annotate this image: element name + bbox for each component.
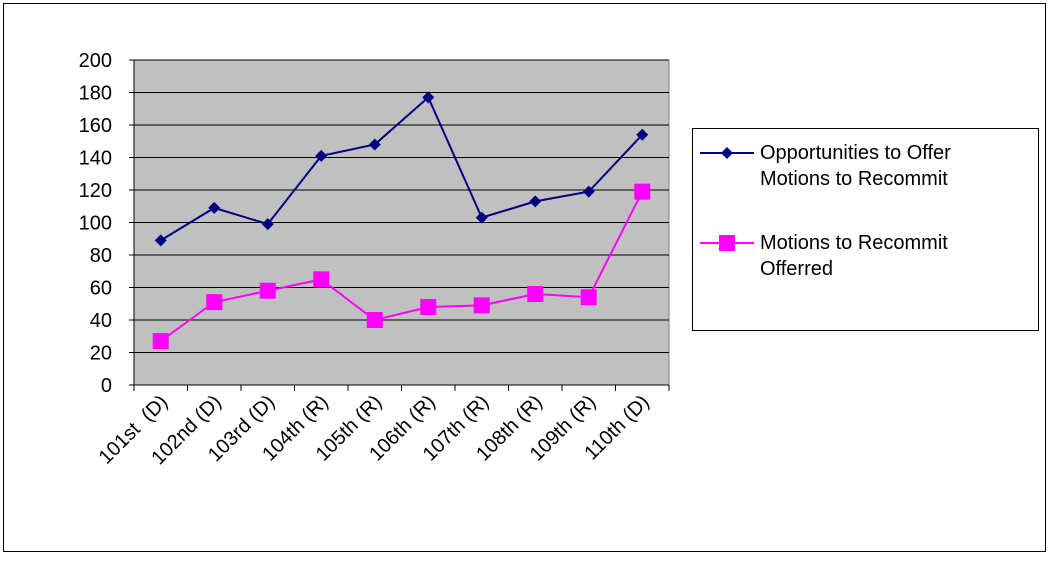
y-tick-label: 60 [90,278,112,300]
marker [366,312,383,328]
marker [208,201,221,214]
marker [315,149,328,162]
marker [580,289,597,306]
y-tick-label: 180 [79,83,112,105]
marker [206,294,223,311]
legend-marker [721,147,733,159]
y-tick-label: 140 [79,148,112,170]
marker [259,282,276,299]
y-tick-label: 0 [101,375,112,397]
series-line [160,95,643,242]
marker [636,128,649,141]
marker [634,183,651,200]
marker [154,234,167,247]
legend-marker [719,235,735,251]
marker [475,211,488,224]
series-line [160,191,644,342]
marker [420,299,437,315]
y-tick-label: 200 [79,50,112,72]
marker [261,218,274,231]
marker [582,185,595,198]
marker [473,297,490,314]
marker [313,271,330,288]
y-tick-label: 100 [79,213,112,235]
marker [527,286,544,302]
y-tick-label: 20 [90,343,112,365]
legend-label: Motions to Recommit Offerred [760,232,948,280]
legend-box [692,128,1039,331]
y-tick-label: 80 [90,245,112,267]
marker [422,91,435,104]
y-tick-label: 160 [79,115,112,137]
marker [152,333,169,350]
y-tick-label: 40 [90,310,112,332]
y-tick-label: 120 [79,180,112,202]
marker [368,138,381,151]
marker [529,195,542,208]
legend-label: Opportunities to Offer Motions to Recomm… [760,142,951,190]
